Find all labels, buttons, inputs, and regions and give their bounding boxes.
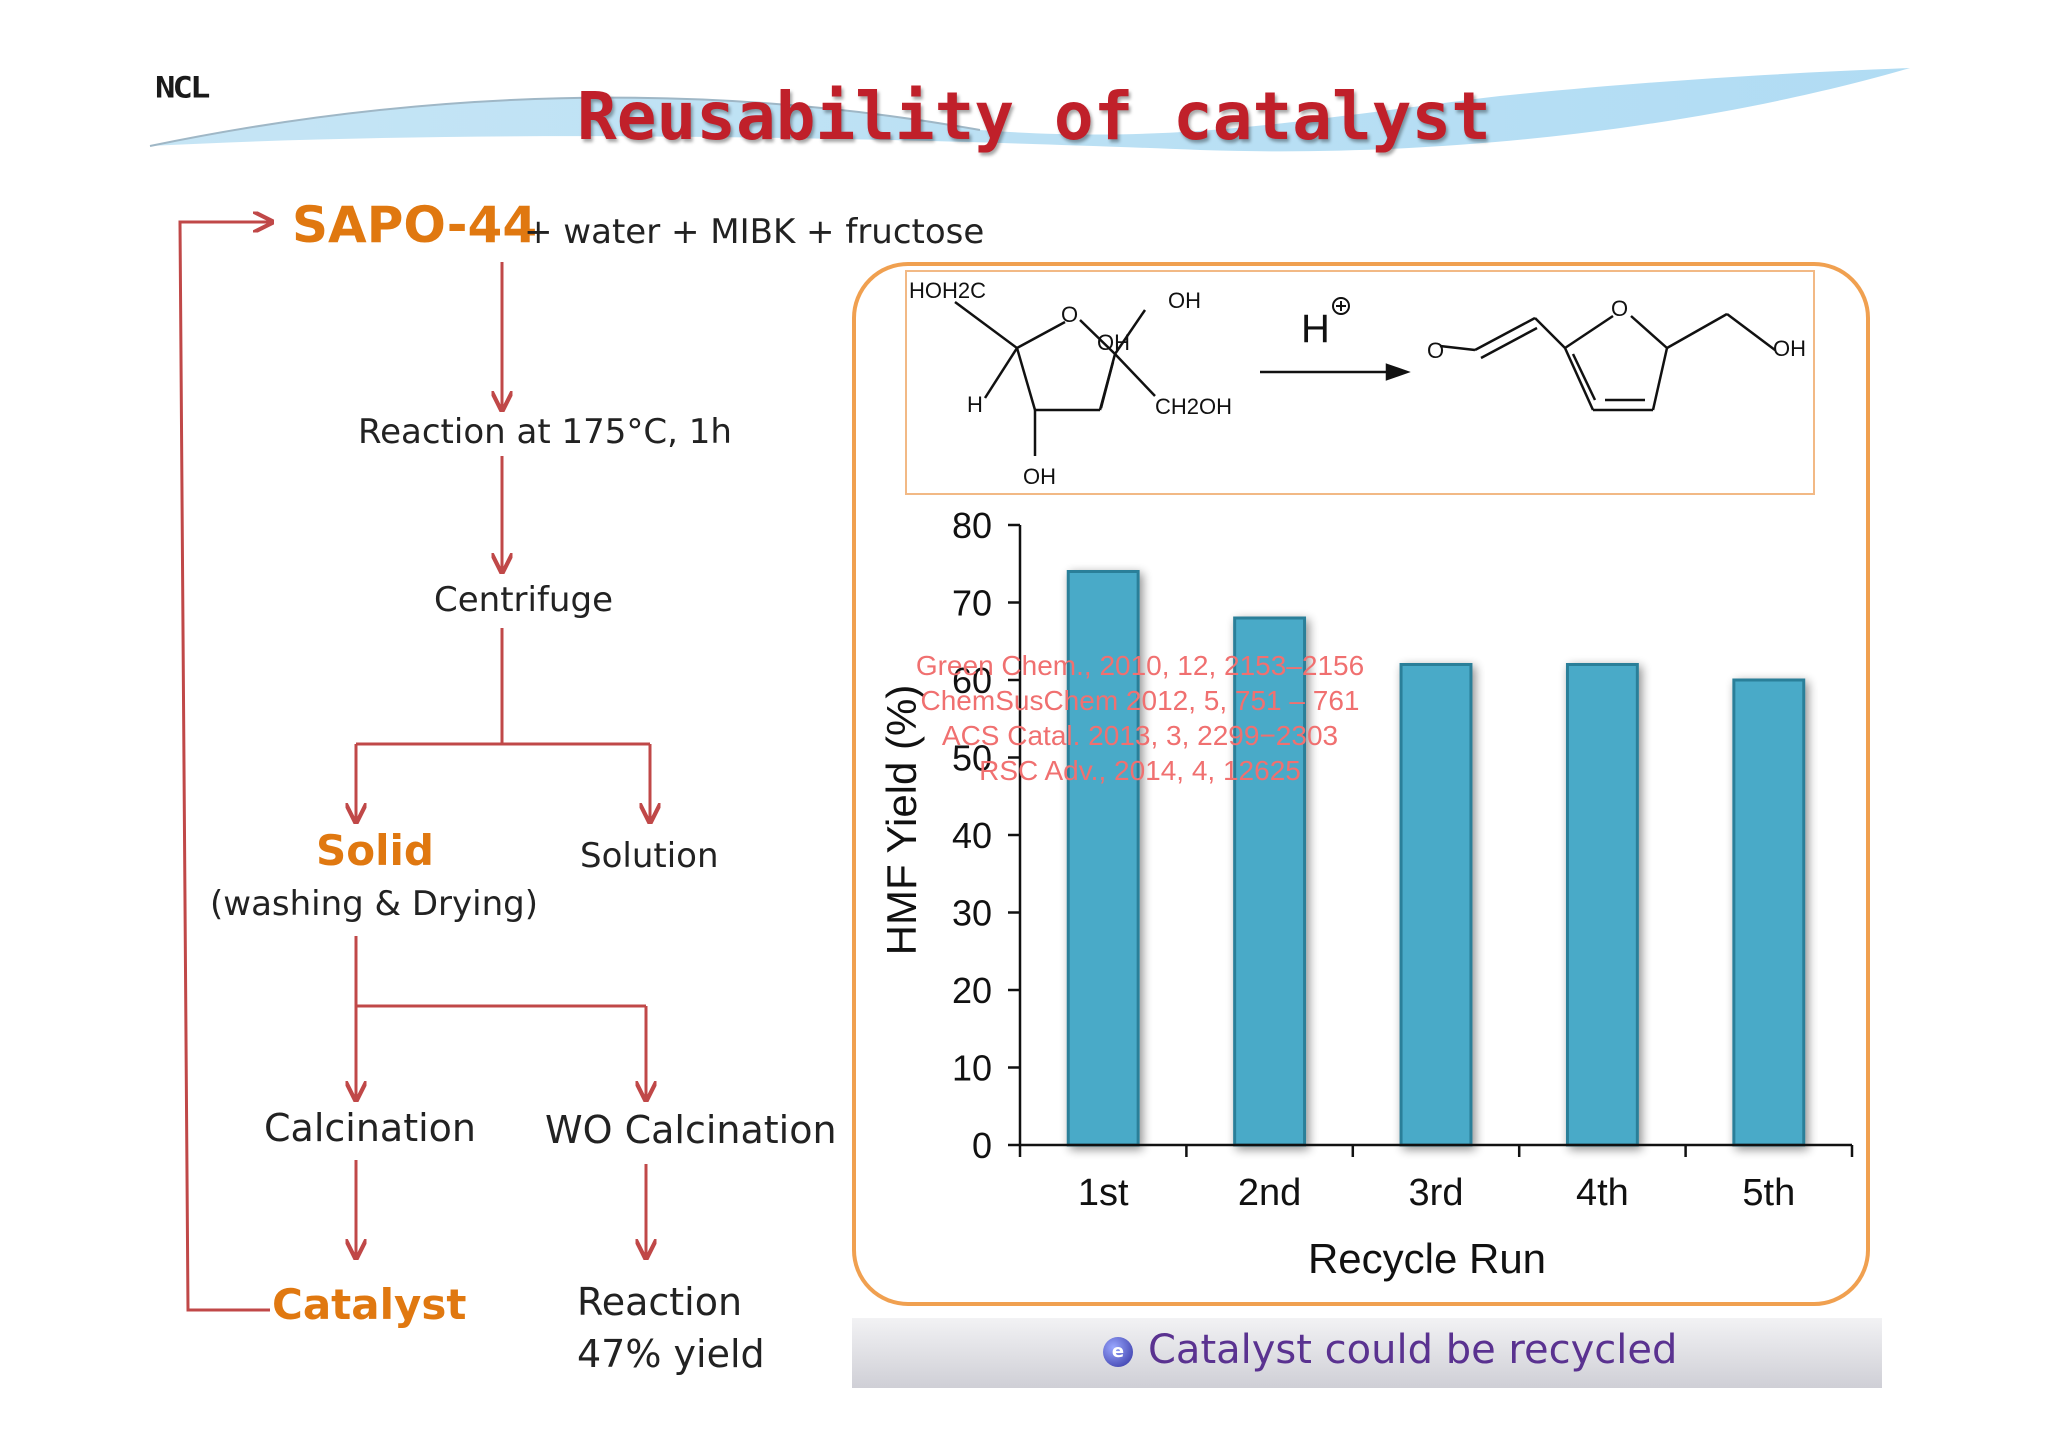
conclusion-text: Catalyst could be recycled bbox=[1148, 1327, 1678, 1373]
reference-3: ACS Catal. 2013, 3, 2299−2303 bbox=[941, 720, 1339, 751]
calcination-step: Calcination bbox=[264, 1106, 476, 1150]
solution-label: Solution bbox=[580, 836, 719, 876]
slide-title: Reusability of catalyst bbox=[577, 78, 1491, 155]
y-tick-label-70: 70 bbox=[952, 583, 992, 624]
catalyst-label: Catalyst bbox=[272, 1280, 467, 1329]
bullet-e-icon: e bbox=[1103, 1337, 1133, 1367]
reference-4: RSC Adv., 2014, 4, 12625 bbox=[979, 755, 1301, 786]
fructose-label-oh-top: OH bbox=[1168, 288, 1201, 313]
y-tick-label-10: 10 bbox=[952, 1048, 992, 1089]
sapo-44-label: SAPO-44 bbox=[292, 196, 538, 254]
reference-1: Green Chem., 2010, 12, 2153–2156 bbox=[915, 650, 1365, 681]
x-axis-label: Recycle Run bbox=[1308, 1235, 1546, 1282]
branch-centrifuge bbox=[356, 628, 650, 746]
x-tick-label-1st: 1st bbox=[1078, 1172, 1129, 1214]
x-tick-label-2nd: 2nd bbox=[1238, 1172, 1301, 1214]
hmf-label-aldehyde-o: O bbox=[1427, 338, 1444, 363]
wo-calcination-step: WO Calcination bbox=[545, 1108, 837, 1152]
reaction-scheme-box bbox=[905, 270, 1815, 495]
fructose-label-ring-o: O bbox=[1061, 302, 1078, 327]
yield-end-label: 47% yield bbox=[577, 1332, 765, 1376]
bar-3rd bbox=[1399, 663, 1473, 1147]
bar-2nd bbox=[1233, 616, 1307, 1147]
fructose-label-ch2oh: CH2OH bbox=[1155, 394, 1232, 419]
washing-label: (washing & Drying) bbox=[210, 884, 538, 924]
hmf-label-ring-o: O bbox=[1611, 296, 1628, 321]
reaction-scheme: HOH2C O OH OH H CH2OH OH H O O OH bbox=[909, 278, 1806, 489]
y-tick-label-50: 50 bbox=[952, 738, 992, 779]
conclusion-banner bbox=[852, 1318, 1882, 1388]
branch-solid bbox=[354, 936, 646, 1008]
x-tick-label-3rd: 3rd bbox=[1409, 1172, 1464, 1214]
y-tick-label-60: 60 bbox=[952, 660, 992, 701]
bar-5th bbox=[1732, 678, 1806, 1147]
reaction-step: Reaction at 175°C, 1h bbox=[358, 412, 732, 452]
positive-charge-icon bbox=[1332, 297, 1350, 315]
reference-2: ChemSusChem 2012, 5, 751 – 761 bbox=[920, 685, 1360, 716]
header-wave bbox=[149, 68, 1910, 152]
y-tick-label-0: 0 bbox=[972, 1125, 992, 1166]
references: Green Chem., 2010, 12, 2153–2156 ChemSus… bbox=[780, 648, 1500, 788]
fructose-label-h: H bbox=[967, 392, 983, 417]
centrifuge-step: Centrifuge bbox=[434, 580, 613, 620]
x-tick-label-5th: 5th bbox=[1742, 1172, 1795, 1214]
hmf-yield-bar-chart: 0 10 20 30 40 50 60 70 80 1st 2nd 3rd 4th 5th Recycl… bbox=[878, 505, 1854, 1282]
reaction-end-label: Reaction bbox=[577, 1280, 743, 1324]
acid-catalyst-label: H bbox=[1301, 307, 1330, 351]
solid-label: Solid bbox=[316, 826, 434, 875]
fructose-label-oh-bottom: OH bbox=[1023, 464, 1056, 489]
recycle-loop bbox=[178, 222, 272, 1312]
y-tick-label-40: 40 bbox=[952, 815, 992, 856]
y-tick-label-20: 20 bbox=[952, 970, 992, 1011]
y-tick-label-30: 30 bbox=[952, 893, 992, 934]
ncl-logo: NCL bbox=[155, 71, 210, 105]
reactants-label: + water + MIBK + fructose bbox=[524, 212, 985, 252]
chart-panel bbox=[852, 262, 1870, 1306]
hmf-label-oh: OH bbox=[1773, 336, 1806, 361]
fructose-label-oh-mid: OH bbox=[1097, 330, 1130, 355]
y-tick-label-80: 80 bbox=[952, 505, 992, 546]
bar-4th bbox=[1565, 663, 1639, 1147]
flowchart-arrows bbox=[178, 0, 860, 1312]
x-tick-label-4th: 4th bbox=[1576, 1172, 1629, 1214]
fructose-label-hoh2c: HOH2C bbox=[909, 278, 986, 303]
y-axis-label: HMF Yield (%) bbox=[878, 685, 925, 956]
